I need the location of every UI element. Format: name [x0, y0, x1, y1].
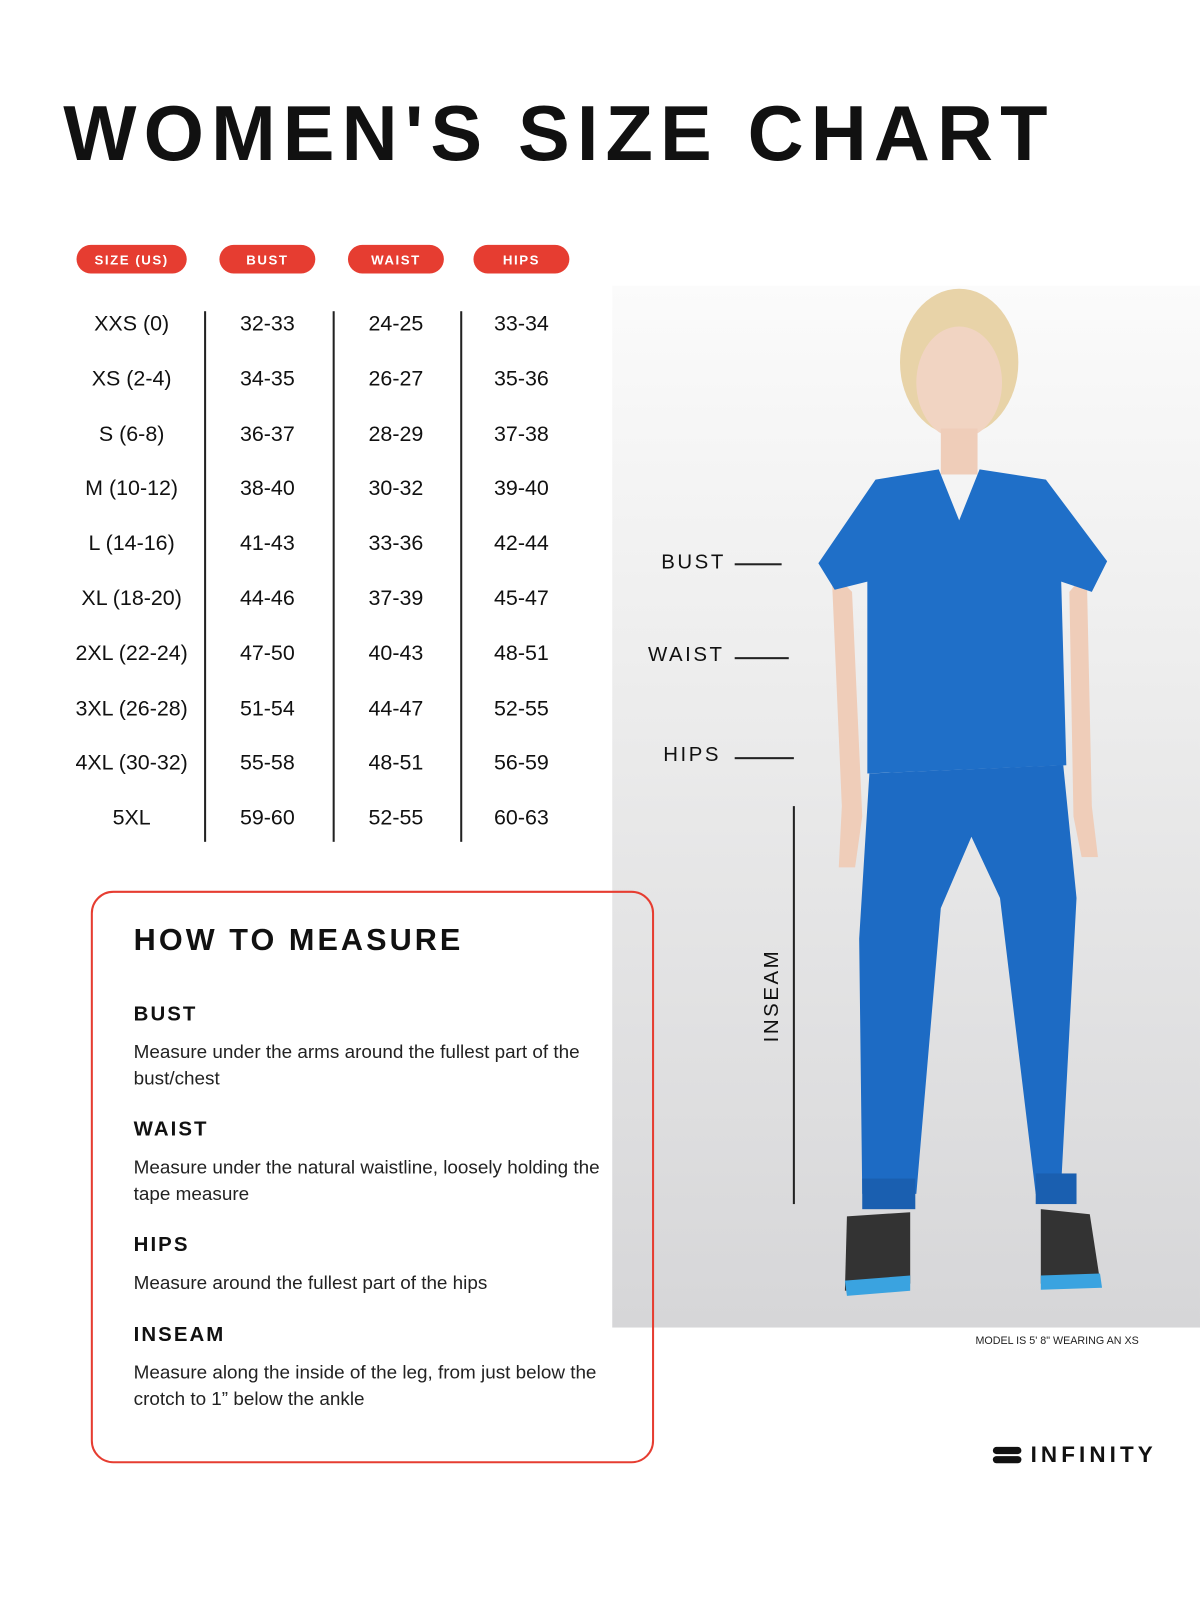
table-cell: 32-33: [239, 312, 295, 336]
table-cell: 3XL (26-28): [75, 696, 188, 720]
table-cell: 44-46: [239, 586, 295, 611]
bust-label: BUST: [661, 551, 726, 574]
section-text: Measure around the fullest part of the h…: [133, 1271, 488, 1293]
table-cell: 33-34: [494, 312, 549, 336]
table-cell: 45-47: [494, 586, 549, 611]
table-cell: 4XL (30-32): [75, 751, 188, 775]
table-cell: M (10-12): [85, 476, 179, 501]
inseam-label: INSEAM: [760, 948, 784, 1043]
table-cell: S (6-8): [98, 422, 165, 446]
table-cell: 51-54: [239, 696, 295, 720]
how-to-measure-box: HOW TO MEASURE BUST Measure under the ar…: [90, 890, 655, 1464]
table-cell: 24-25: [368, 312, 424, 336]
table-cell: 35-36: [494, 367, 549, 391]
table-cell: 37-39: [368, 586, 424, 611]
bust-line: [734, 563, 782, 565]
table-cell: 2XL (22-24): [75, 641, 188, 666]
section-text: Measure under the natural waistline, loo…: [133, 1156, 600, 1205]
page-title: WOMEN'S SIZE CHART: [63, 90, 1055, 178]
table-cell: 33-36: [368, 531, 424, 556]
column-header: SIZE (US): [76, 244, 187, 274]
table-cell: XS (2-4): [91, 367, 172, 391]
table-cell: 30-32: [368, 476, 424, 501]
section-text: Measure along the inside of the leg, fro…: [133, 1361, 597, 1410]
brand-name: INFINITY: [1030, 1441, 1157, 1468]
section-heading: INSEAM: [133, 1323, 226, 1346]
table-cell: XL (18-20): [81, 586, 182, 611]
table-cell: 60-63: [494, 806, 549, 830]
inseam-section: INSEAM Measure along the inside of the l…: [134, 1323, 614, 1412]
model-figure: [818, 288, 1108, 1296]
section-heading: WAIST: [133, 1118, 209, 1141]
table-cell: 44-47: [368, 696, 424, 720]
table-cell: 59-60: [239, 806, 295, 830]
inseam-line: [792, 806, 795, 1205]
table-cell: 40-43: [368, 641, 424, 666]
table-cell: 39-40: [494, 476, 549, 501]
table-cell: 47-50: [239, 641, 295, 666]
hips-section: HIPS Measure around the fullest part of …: [134, 1234, 614, 1296]
waist-label: WAIST: [647, 643, 725, 667]
table-cell: 48-51: [494, 641, 549, 666]
column-divider: [460, 311, 462, 842]
waist-section: WAIST Measure under the natural waistlin…: [134, 1118, 614, 1207]
table-cell: 26-27: [368, 367, 424, 391]
hips-line: [734, 757, 794, 759]
table-cell: 28-29: [368, 422, 424, 446]
model-note: MODEL IS 5' 8" WEARING AN XS: [975, 1334, 1139, 1347]
table-cell: 36-37: [239, 422, 295, 446]
table-cell: 34-35: [239, 367, 295, 391]
column-divider: [332, 311, 335, 842]
column-header: HIPS: [473, 244, 570, 274]
table-cell: 48-51: [368, 751, 424, 775]
table-cell: 55-58: [239, 751, 295, 775]
table-cell: 56-59: [494, 751, 549, 775]
table-cell: 52-55: [368, 806, 424, 830]
bust-section: BUST Measure under the arms around the f…: [134, 1003, 614, 1092]
section-heading: HIPS: [133, 1233, 190, 1257]
column-header: WAIST: [347, 244, 444, 274]
table-cell: 5XL: [112, 806, 151, 830]
how-to-measure-title: HOW TO MEASURE: [133, 923, 464, 958]
table-cell: 42-44: [494, 531, 549, 556]
model-photo-panel: [612, 285, 1200, 1328]
column-divider: [204, 311, 206, 842]
section-heading: BUST: [133, 1003, 198, 1026]
table-cell: 52-55: [494, 696, 549, 720]
table-cell: L (14-16): [88, 531, 175, 556]
hips-label: HIPS: [663, 743, 722, 767]
brand-logo: INFINITY: [992, 1442, 1157, 1469]
table-cell: 41-43: [239, 531, 295, 556]
section-text: Measure under the arms around the fulles…: [133, 1040, 580, 1089]
table-cell: XXS (0): [94, 312, 170, 336]
column-header: BUST: [219, 244, 316, 274]
table-cell: 37-38: [494, 422, 549, 446]
table-cell: 38-40: [239, 476, 295, 501]
waist-line: [734, 657, 789, 659]
infinity-logo-icon: [992, 1446, 1022, 1464]
